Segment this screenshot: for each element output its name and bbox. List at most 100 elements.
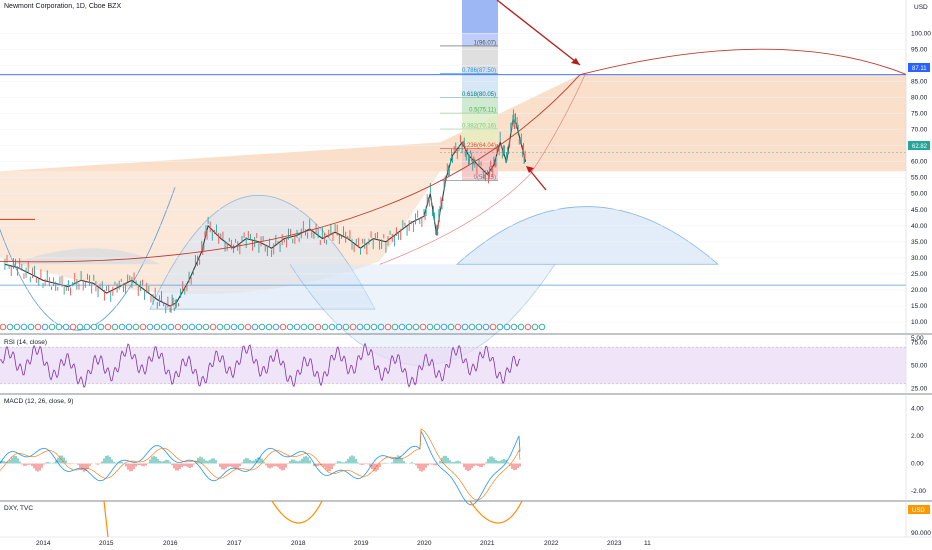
- earnings-marker: [314, 323, 322, 331]
- earnings-marker: [118, 323, 126, 331]
- earnings-marker: [237, 323, 245, 331]
- earnings-marker: [307, 323, 315, 331]
- fib-level-label: 0.382(70.16): [462, 124, 496, 130]
- rsi-tick-label: 25.00: [911, 385, 928, 392]
- price-tick-label: 25.00: [911, 271, 928, 278]
- fib-level-label: 0.5(75.11): [469, 108, 496, 114]
- price-tick-label: 30.00: [911, 255, 928, 262]
- overlays: [0, 0, 907, 331]
- macd-line: [0, 429, 521, 506]
- earnings-marker: [293, 323, 301, 331]
- red-path-projection: [379, 74, 586, 265]
- time-axis[interactable]: 2014 2015 2016 2017 2018 2019 2020 2021 2022 2023…: [36, 540, 651, 547]
- earnings-marker: [503, 323, 511, 331]
- fib-bar-segment-2: [462, 73, 498, 98]
- earnings-marker: [517, 323, 525, 331]
- time-tick-label: 2021: [480, 540, 495, 547]
- price-axis[interactable]: 5.00 10.00 15.00 20.00 25.00 30.00 35.00 40.00 4…: [911, 30, 931, 537]
- earnings-marker: [454, 323, 462, 331]
- price-series: [0, 33, 906, 339]
- earnings-marker: [76, 323, 84, 331]
- earnings-marker: [97, 323, 105, 331]
- price-tick-label: 60.00: [911, 159, 928, 166]
- price-tick-label: 95.00: [911, 46, 928, 53]
- earnings-marker: [335, 323, 343, 331]
- earnings-marker: [384, 323, 392, 331]
- arrow-bottom-head: [526, 166, 534, 173]
- fib-level-label: 1(96.07): [474, 40, 496, 46]
- fib-labels: 1(96.07) 0.786(87.50) 0.618(80.05) 0.5(75.1…: [462, 40, 496, 180]
- price-tick-label: 85.00: [911, 78, 928, 85]
- fib-bar-segment-5: [462, 129, 498, 149]
- earnings-marker: [447, 323, 455, 331]
- macd-signal-line: [0, 428, 521, 501]
- fib-bar-segment-4: [462, 113, 498, 130]
- price-tick-label: 80.00: [911, 95, 928, 102]
- earnings-marker: [69, 323, 77, 331]
- dxy-pane: [103, 500, 523, 538]
- rsi-band: [0, 347, 906, 384]
- fib-bar-segment-1: [462, 45, 498, 74]
- earnings-marker: [272, 323, 280, 331]
- last-price-tag: [908, 141, 930, 150]
- dxy-currency-tag: [908, 505, 930, 514]
- earnings-marker: [153, 323, 161, 331]
- earnings-marker: [195, 323, 203, 331]
- price-tick-label: 35.00: [911, 239, 928, 246]
- earnings-marker: [104, 323, 112, 331]
- time-tick-label: 2017: [227, 540, 242, 547]
- time-tick-label: 2016: [163, 540, 178, 547]
- price-tags: 87.11 62.82 USD USD: [908, 4, 930, 514]
- earnings-marker: [342, 323, 350, 331]
- time-tick-label: 2019: [354, 540, 369, 547]
- earnings-marker: [363, 323, 371, 331]
- arrow-bottom: [527, 167, 547, 191]
- fib-red-extra: [462, 148, 498, 153]
- earnings-marker: [6, 323, 14, 331]
- earnings-marker: [377, 323, 385, 331]
- price-tick-label: 20.00: [911, 287, 928, 294]
- time-tick-label: 2023: [607, 540, 622, 547]
- fib-bar-segment-3: [462, 97, 498, 114]
- rsi-tick-label: 75.00: [911, 340, 928, 347]
- earnings-marker: [286, 323, 294, 331]
- macd-pane-label: MACD (12, 26, close, 9): [4, 398, 74, 405]
- fib-top-bar: [462, 0, 498, 34]
- earnings-marker: [426, 323, 434, 331]
- earnings-marker: [139, 323, 147, 331]
- blue-arc-right: [455, 206, 720, 265]
- earnings-marker: [510, 323, 518, 331]
- earnings-marker: [202, 323, 210, 331]
- earnings-marker: [48, 323, 56, 331]
- dxy-line: [103, 500, 523, 538]
- last-price-text: 62.82: [912, 144, 928, 150]
- earnings-marker: [111, 323, 119, 331]
- pane-separators: [0, 0, 932, 538]
- earnings-marker: [482, 323, 490, 331]
- fib-orange-zone: [0, 74, 906, 172]
- blue-line-price-tag: [908, 63, 930, 72]
- price-tick-label: 10.00: [911, 319, 928, 326]
- earnings-marker: [62, 323, 70, 331]
- dxy-tick-label: 90.000: [911, 530, 931, 537]
- earnings-marker: [538, 323, 546, 331]
- earnings-marker: [209, 323, 217, 331]
- earnings-marker: [349, 323, 357, 331]
- rsi-line: [0, 342, 521, 389]
- time-tick-label: 2015: [99, 540, 114, 547]
- fib-level-label: 0.618(80.05): [462, 92, 496, 98]
- earnings-marker: [223, 323, 231, 331]
- earnings-marker: [412, 323, 420, 331]
- earnings-marker: [370, 323, 378, 331]
- fib-bar-segment-0: [462, 33, 498, 46]
- arrow-top: [496, 0, 581, 66]
- earnings-marker: [321, 323, 329, 331]
- earnings-marker: [251, 323, 259, 331]
- earnings-marker: [41, 323, 49, 331]
- macd-tick-label: 0.00: [911, 461, 924, 468]
- earnings-marker: [258, 323, 266, 331]
- fib-level-label: 0(54.15): [474, 175, 496, 181]
- earnings-marker: [244, 323, 252, 331]
- earnings-marker: [468, 323, 476, 331]
